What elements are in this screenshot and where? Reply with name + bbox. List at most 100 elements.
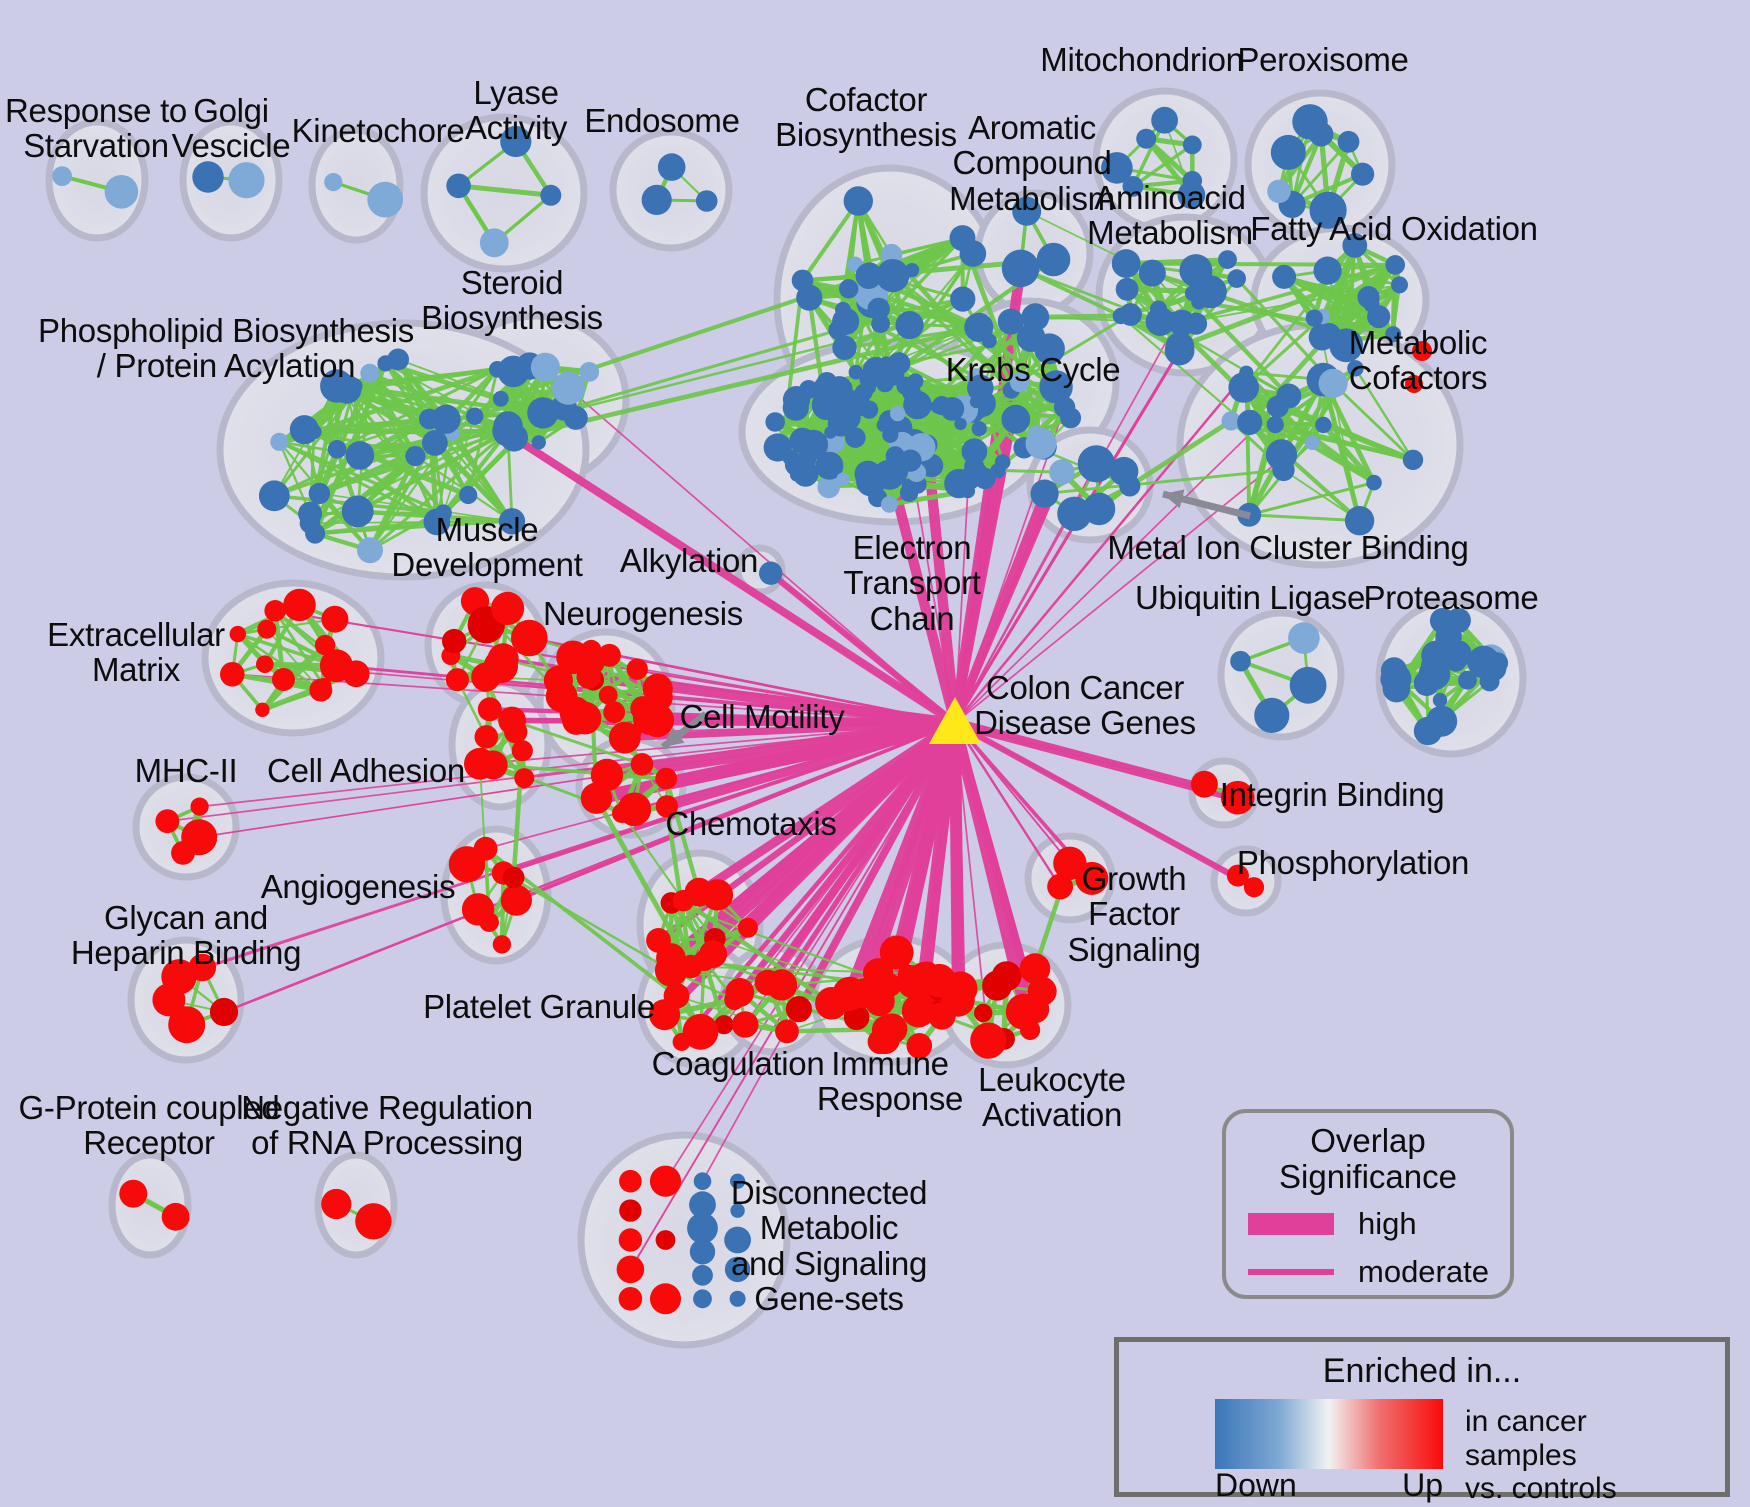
colorbar-up-label: Up [1402, 1467, 1443, 1503]
geneset-node [729, 1290, 746, 1307]
overlap-edge [870, 291, 980, 330]
overlap-edge [780, 280, 805, 451]
geneset-node [324, 173, 343, 192]
geneset-node [603, 701, 626, 724]
geneset-node [799, 380, 819, 399]
metal-ion-cluster-arrow-icon [1163, 489, 1185, 509]
overlap-edge [1277, 405, 1414, 462]
geneset-node [473, 836, 498, 861]
geneset-node [693, 949, 716, 972]
disease-edge [954, 471, 1063, 724]
disease-edge [954, 722, 1238, 799]
geneset-node [994, 454, 1011, 470]
geneset-node [1288, 622, 1320, 654]
overlap-edge [1332, 382, 1414, 461]
geneset-node [579, 362, 600, 382]
geneset-node [974, 467, 996, 490]
geneset-node [824, 426, 837, 439]
geneset-node [1386, 255, 1405, 274]
geneset-node [724, 1226, 751, 1254]
hub-triangle-icon [929, 697, 981, 744]
geneset-node [877, 973, 902, 997]
geneset-nodes [52, 104, 1509, 1315]
geneset-node [835, 301, 851, 318]
overlap-edge [346, 366, 498, 392]
geneset-node [616, 1255, 645, 1284]
legend-overlap-title: Overlap Significance [1279, 1122, 1457, 1195]
geneset-node [970, 1022, 1007, 1059]
geneset-node [1237, 409, 1263, 435]
geneset-node [445, 668, 469, 692]
geneset-node [655, 767, 678, 790]
geneset-node [901, 994, 936, 1028]
overlap-edge [594, 797, 693, 968]
geneset-node [848, 364, 864, 380]
geneset-node [790, 468, 803, 482]
overlap-edge [313, 367, 499, 435]
overlap-edge [1131, 143, 1194, 188]
geneset-node [264, 600, 287, 622]
geneset-node [971, 421, 987, 437]
overlap-edge [1128, 418, 1233, 488]
geneset-node [997, 308, 1024, 335]
geneset-node [626, 658, 648, 680]
overlap-edge [842, 308, 977, 379]
geneset-node [228, 162, 265, 199]
overlap-edge [369, 371, 509, 433]
legend-overlap-moderate-row: moderate [1226, 1254, 1510, 1290]
overlap-edge [442, 415, 476, 514]
geneset-node [839, 279, 859, 299]
geneset-node [1151, 106, 1178, 134]
geneset-node [1342, 233, 1368, 258]
disease-edge [199, 722, 956, 808]
overlap-edge [1126, 261, 1396, 267]
geneset-node [1479, 671, 1500, 692]
geneset-node [650, 1283, 681, 1315]
geneset-node [1112, 307, 1130, 325]
overlap-edge [1321, 423, 1376, 485]
geneset-node [405, 446, 426, 467]
geneset-node [360, 363, 380, 383]
geneset-node [527, 397, 559, 429]
geneset-node [1289, 666, 1327, 704]
geneset-node [161, 1202, 190, 1231]
colorbar-ticks: Down Up [1215, 1467, 1443, 1504]
geneset-node [672, 1032, 691, 1051]
geneset-node [1313, 256, 1342, 285]
legend-enriched-side-label: in cancer samples vs. controls [1465, 1405, 1617, 1506]
geneset-node [897, 964, 919, 986]
disease-edge [954, 722, 1071, 864]
geneset-node [504, 720, 528, 744]
legend-high-swatch [1248, 1213, 1334, 1236]
geneset-node [104, 175, 139, 209]
geneset-node [1185, 285, 1201, 302]
geneset-node [357, 537, 383, 564]
geneset-node [355, 1203, 392, 1240]
disease-edge [223, 721, 956, 1014]
geneset-node [461, 893, 495, 926]
geneset-node [692, 1264, 713, 1286]
geneset-node [630, 753, 654, 776]
geneset-node [640, 703, 675, 738]
geneset-node [1315, 416, 1332, 434]
geneset-node [530, 352, 561, 382]
geneset-node [345, 441, 375, 470]
geneset-node [568, 701, 602, 735]
geneset-node [500, 125, 532, 158]
geneset-node [612, 803, 632, 823]
overlap-edge [1249, 513, 1360, 523]
geneset-node [895, 311, 924, 340]
geneset-node [1265, 439, 1298, 471]
geneset-node [687, 1212, 718, 1244]
disease-edge [843, 720, 961, 996]
pointer-arrows [660, 489, 1251, 750]
legend-overlap-significance: Overlap Significance high moderate [1222, 1109, 1514, 1299]
overlap-edge [266, 628, 322, 691]
geneset-node [466, 407, 484, 425]
geneset-node [1184, 312, 1208, 335]
legend-enrichment-scale: Enriched in... Down Up in cancer samples… [1114, 1337, 1730, 1505]
geneset-node [1347, 360, 1364, 377]
geneset-node [1270, 134, 1306, 170]
geneset-node [1458, 670, 1477, 690]
overlap-edge [278, 441, 312, 515]
